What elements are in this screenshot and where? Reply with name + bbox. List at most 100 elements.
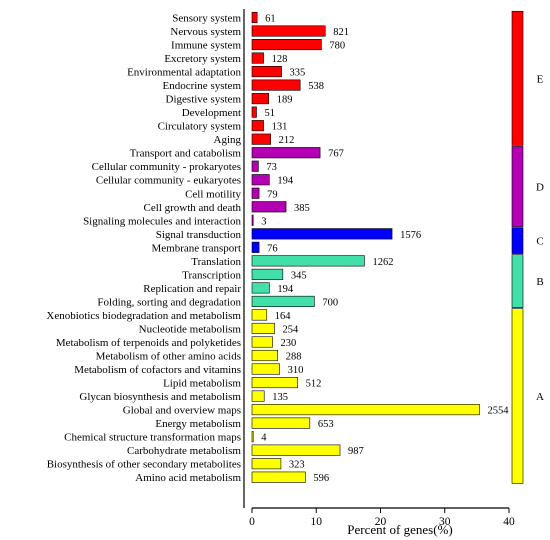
value-label: 79 [267,189,278,200]
bar [251,174,270,186]
bar [251,309,268,321]
category-label: Metabolism of terpenoids and polyketides [56,337,241,349]
group-label: B [536,276,543,288]
value-label: 780 [329,41,345,52]
bar [251,160,259,172]
category-label: Glycan biosynthesis and metabolism [79,391,241,403]
bar [251,255,365,267]
bar [251,268,284,280]
value-label: 821 [333,27,349,38]
category-label: Sensory system [172,13,241,25]
group-label: A [536,391,544,403]
category-label: Signaling molecules and interaction [83,215,241,227]
value-label: 335 [290,68,306,79]
category-label: Signal transduction [156,229,242,241]
category-label: Environmental adaptation [127,67,241,79]
category-label: Metabolism of cofactors and vitamins [74,364,241,376]
value-label: 131 [272,122,288,133]
group-label: E [537,73,544,85]
bar [251,79,301,91]
x-tick-label: 0 [249,516,255,528]
bar [251,187,260,199]
category-label: Amino acid metabolism [135,472,241,484]
value-label: 51 [264,108,275,119]
bars-layer [251,11,480,483]
bar [251,349,279,362]
bar [251,11,258,24]
category-label: Folding, sorting and degradation [97,296,241,308]
category-label: Global and overview maps [123,405,241,417]
group-bracket [511,10,524,146]
value-label: 135 [272,392,288,403]
category-label: Immune system [171,40,241,52]
category-label: Circulatory system [158,121,242,133]
category-label: Cell motility [185,188,241,200]
bar [251,214,254,226]
bar [251,417,311,429]
category-label: Xenobiotics biodegradation and metabolis… [46,310,241,322]
category-label: Membrane transport [152,242,242,254]
bar [251,147,321,159]
category-label: Energy metabolism [155,418,241,430]
bar [251,444,341,456]
bar [251,93,270,105]
value-label: 700 [322,297,338,308]
category-label: Nervous system [170,26,241,38]
bar [251,66,282,78]
value-label: 4 [261,433,267,444]
group-bracket [511,227,524,254]
value-label: 189 [277,95,293,106]
value-label: 1262 [372,257,393,268]
category-label: Metabolism of other amino acids [96,351,241,363]
value-label: 385 [294,203,310,214]
x-tick-label: 10 [311,516,323,528]
category-label: Cellular community - prokaryotes [92,161,241,173]
value-labels: 6182178012833553818951131212767731947938… [261,14,509,485]
value-label: 288 [286,352,302,363]
value-label: 987 [348,446,364,457]
group-brackets: E D C B A [511,10,544,484]
category-label: Digestive system [166,94,242,106]
value-label: 254 [282,324,299,335]
bar [251,38,322,51]
x-axis: 0 10 20 30 40 [243,9,515,528]
bar [251,458,282,470]
value-label: 2554 [487,406,509,417]
category-label: Chemical structure transformation maps [64,432,241,444]
bar [251,390,265,402]
value-label: 61 [265,14,276,25]
category-label: Development [182,107,241,119]
bar [251,336,273,348]
category-label: Carbohydrate metabolism [127,445,241,457]
group-bracket [511,254,524,308]
category-label: Transcription [182,269,241,281]
category-label: Lipid metabolism [163,378,241,390]
value-label: 1576 [400,230,421,241]
group-label: D [536,182,544,194]
value-label: 538 [308,81,324,92]
value-label: 653 [318,419,334,430]
category-label: Translation [191,256,241,268]
bar [251,431,254,443]
category-label: Excretory system [164,53,241,65]
bar [251,282,270,294]
category-label: Cellular community - eukaryotes [96,175,241,187]
category-label: Biosynthesis of other secondary metaboli… [47,459,241,471]
value-label: 323 [289,460,305,471]
value-label: 767 [328,149,344,160]
bar [251,241,260,253]
value-label: 76 [267,243,278,254]
bar [251,404,480,416]
group-bracket [511,146,524,227]
bar [251,120,264,132]
bar [251,133,271,145]
x-axis-label: Percent of genes(%) [347,522,452,537]
group-label: C [536,236,543,248]
value-label: 128 [272,54,288,65]
bar [251,295,315,307]
bar [251,363,280,375]
value-label: 73 [266,162,277,173]
value-label: 212 [279,135,295,146]
